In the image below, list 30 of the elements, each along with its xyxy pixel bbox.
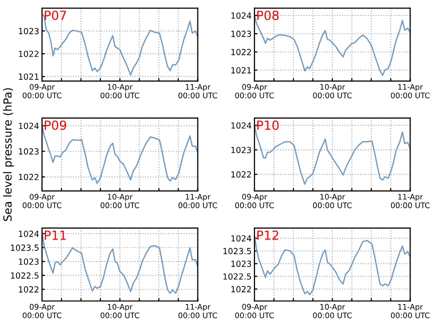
y-tick-label: 1024	[18, 230, 39, 237]
y-tick-label: 1023	[18, 148, 39, 155]
chart-title: P09	[44, 120, 66, 130]
y-tick-label: 1022	[231, 48, 251, 56]
y-tick-label: 1024	[18, 122, 39, 130]
y-tick-label: 1023.5	[11, 244, 39, 251]
y-tick-label: 1022	[231, 286, 251, 292]
y-tick-label: 1022	[18, 286, 38, 293]
y-tick-label: 1023	[231, 146, 252, 154]
chart-title: P10	[257, 120, 279, 130]
y-tick-label: 1023	[18, 28, 39, 34]
y-tick-label: 1023	[18, 258, 39, 265]
y-tick-label: 1024	[231, 12, 252, 19]
y-axis-title: Sea level pressure (hPa)	[3, 88, 14, 221]
y-tick-label: 1022	[18, 174, 38, 180]
y-tick-label: 1021	[18, 74, 38, 80]
y-tick-label: 1022.5	[11, 272, 39, 279]
chart-title: P08	[257, 10, 279, 20]
y-tick-label: 1023	[231, 30, 252, 37]
y-tick-label: 1022	[231, 171, 251, 178]
chart-title: P07	[44, 10, 66, 20]
chart-title: P12	[257, 230, 278, 240]
y-tick-label: 1023	[231, 260, 252, 267]
y-tick-label: 1021	[231, 67, 251, 74]
y-tick-label: 1024	[231, 122, 252, 129]
y-tick-label: 1022.5	[223, 273, 251, 280]
y-tick-label: 1024	[231, 235, 252, 242]
chart-title: P11	[44, 230, 66, 240]
y-tick-label: 1023.5	[223, 248, 251, 254]
y-tick-label: 1022	[18, 50, 38, 58]
